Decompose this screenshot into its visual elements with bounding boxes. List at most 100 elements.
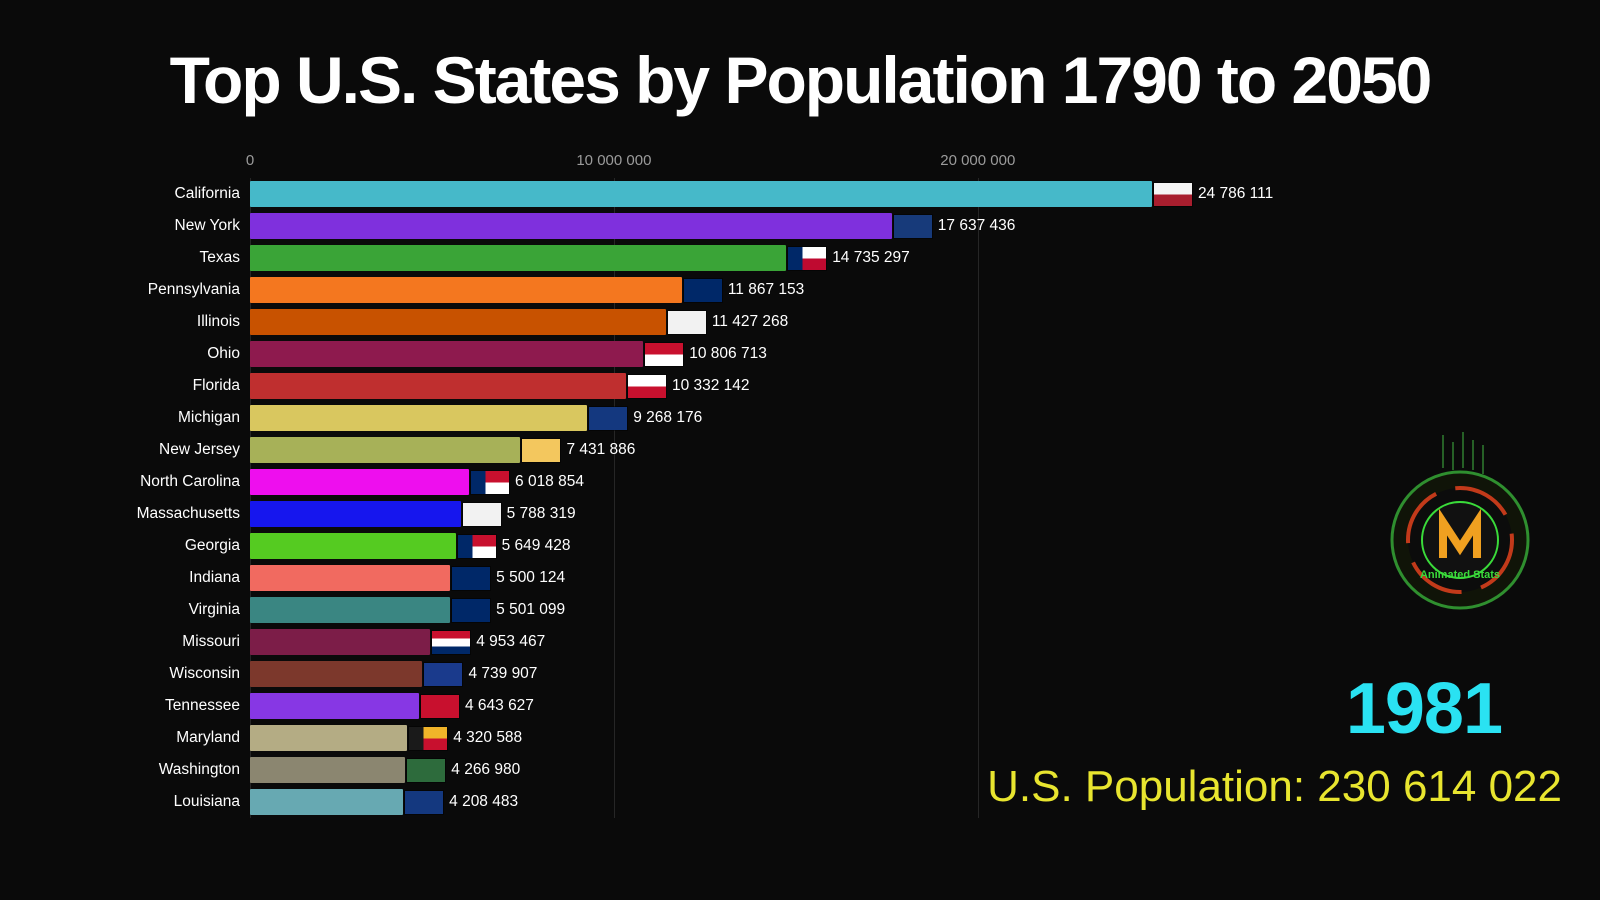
bar-value: 4 266 980 xyxy=(451,761,521,778)
bar-row: Texas 14 735 297 xyxy=(200,242,1560,274)
michigan-flag-icon xyxy=(589,406,628,430)
bar-value: 4 953 467 xyxy=(476,633,546,650)
bar-row: Virginia 5 501 099 xyxy=(189,594,1560,626)
bar-row: New Jersey 7 431 886 xyxy=(159,434,1560,466)
state-label: Virginia xyxy=(188,601,240,618)
bar-value: 5 649 428 xyxy=(501,537,571,554)
axis-tick-label: 20 000 000 xyxy=(940,152,1016,169)
logo-graphic: Animated Stats xyxy=(1390,432,1530,610)
population-bar xyxy=(250,469,470,495)
state-label: Pennsylvania xyxy=(147,281,240,298)
florida-flag-icon xyxy=(627,374,666,398)
axis-tick-label: 10 000 000 xyxy=(576,152,652,169)
bar-value: 4 739 907 xyxy=(468,665,538,682)
state-label: Washington xyxy=(158,761,240,778)
chart-title: Top U.S. States by Population 1790 to 20… xyxy=(169,43,1433,117)
state-label: New Jersey xyxy=(159,441,240,458)
population-bar xyxy=(250,661,423,687)
state-label: Missouri xyxy=(182,633,240,650)
bar-value: 5 500 124 xyxy=(496,569,566,586)
new-york-flag-icon xyxy=(893,214,932,238)
gridline xyxy=(977,178,979,818)
population-bar xyxy=(250,725,408,751)
bar-value: 10 332 142 xyxy=(671,377,750,394)
plot-area: California 24 786 111 New York 17 637 436 Te… xyxy=(137,178,1560,818)
state-label: Florida xyxy=(192,377,240,394)
state-label: North Carolina xyxy=(140,473,240,490)
population-bar xyxy=(250,565,451,591)
logo-monogram xyxy=(1439,508,1481,558)
bar-row: Indiana 5 500 124 xyxy=(189,562,1560,594)
texas-flag-icon xyxy=(788,246,827,270)
ohio-flag-icon xyxy=(645,342,684,366)
bar-value: 4 320 588 xyxy=(453,729,523,746)
bar-row: Louisiana 4 208 483 xyxy=(174,786,1560,818)
bar-row: California 24 786 111 xyxy=(175,178,1560,210)
population-bar xyxy=(250,533,456,559)
pennsylvania-flag-icon xyxy=(683,278,722,302)
louisiana-flag-icon xyxy=(405,790,444,814)
population-bar xyxy=(250,309,666,335)
state-label: Ohio xyxy=(207,345,240,362)
illinois-flag-icon xyxy=(667,310,706,334)
logo-text: Animated Stats xyxy=(1420,569,1500,581)
state-label: Maryland xyxy=(176,729,240,746)
indiana-flag-icon xyxy=(452,566,491,590)
bar-row: Illinois 11 427 268 xyxy=(197,306,1560,338)
massachusetts-flag-icon xyxy=(462,502,501,526)
population-bar xyxy=(250,213,892,239)
bar-row: Florida 10 332 142 xyxy=(193,370,1560,402)
population-bar xyxy=(250,757,406,783)
missouri-flag-icon xyxy=(432,630,471,654)
maryland-flag-icon xyxy=(409,726,448,750)
state-label: Massachusetts xyxy=(136,505,240,522)
north-carolina-flag-icon xyxy=(471,470,510,494)
population-bar xyxy=(250,789,404,815)
gridline xyxy=(613,178,615,818)
axis-tick-label: 0 xyxy=(245,152,255,169)
channel-logo: Animated Stats xyxy=(1388,430,1533,620)
washington-flag-icon xyxy=(407,758,446,782)
bar-row: Pennsylvania 11 867 153 xyxy=(148,274,1560,306)
california-flag-icon xyxy=(1153,182,1192,206)
new-jersey-flag-icon xyxy=(522,438,561,462)
bar-row: Ohio 10 806 713 xyxy=(207,338,1560,370)
bar-value: 9 268 176 xyxy=(633,409,703,426)
state-label: Georgia xyxy=(184,537,240,554)
bar-value: 11 427 268 xyxy=(711,313,789,330)
bar-row: Washington 4 266 980 xyxy=(159,754,1560,786)
population-bar xyxy=(250,437,521,463)
bar-value: 4 643 627 xyxy=(464,697,534,714)
bar-value: 14 735 297 xyxy=(832,249,910,266)
axis-ticks: 0 10 000 000 20 000 000 xyxy=(246,152,1600,178)
state-label: Tennessee xyxy=(165,697,240,714)
population-bar xyxy=(250,341,644,367)
georgia-flag-icon xyxy=(457,534,496,558)
bar-row: Tennessee 4 643 627 xyxy=(165,690,1560,722)
population-bar xyxy=(250,373,626,399)
bar-value: 17 637 436 xyxy=(937,217,1016,234)
population-bar xyxy=(250,277,682,303)
population-bar xyxy=(250,245,787,271)
state-label: Indiana xyxy=(189,569,240,586)
population-bar xyxy=(250,181,1152,207)
bar-row: Maryland 4 320 588 xyxy=(176,722,1560,754)
state-label: Illinois xyxy=(196,313,240,330)
tennessee-flag-icon xyxy=(420,694,459,718)
bar-row: Missouri 4 953 467 xyxy=(182,626,1560,658)
bar-value: 5 788 319 xyxy=(506,505,576,522)
bar-value: 4 208 483 xyxy=(449,793,519,810)
state-label: Wisconsin xyxy=(169,665,240,682)
state-label: Louisiana xyxy=(173,793,240,810)
year-counter: 1981 xyxy=(1345,669,1503,749)
bar-row: Georgia 5 649 428 xyxy=(185,530,1560,562)
population-bar xyxy=(250,405,588,431)
bar-value: 7 431 886 xyxy=(566,441,636,458)
bar-row: Massachusetts 5 788 319 xyxy=(137,498,1560,530)
state-label: Michigan xyxy=(177,409,240,426)
bar-value: 5 501 099 xyxy=(496,601,566,618)
bar-value: 24 786 111 xyxy=(1197,185,1274,202)
us-population-counter: U.S. Population: 230 614 022 xyxy=(987,762,1562,811)
bar-value: 6 018 854 xyxy=(515,473,584,490)
